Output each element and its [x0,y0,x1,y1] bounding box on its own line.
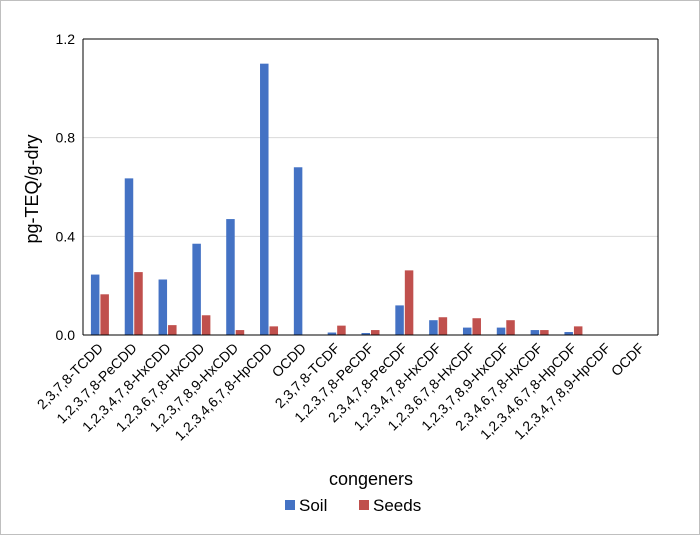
legend-swatch-seeds [359,500,369,510]
bar-seeds-2 [134,272,143,335]
bar-soil-6 [260,64,269,335]
bar-soil-7 [294,167,303,335]
bar-soil-5 [226,219,235,335]
bar-seeds-9 [371,330,380,335]
bar-soil-13 [497,328,506,335]
bar-seeds-8 [337,326,346,335]
x-axis-title: congeners [329,469,413,489]
y-tick-label: 1.2 [56,31,76,47]
axes [83,39,658,335]
bar-soil-10 [395,305,404,335]
y-axis-title: pg-TEQ/g-dry [22,134,42,243]
bar-seeds-15 [574,326,583,335]
x-tick-label: OCDF [608,340,647,379]
y-tick-label: 0.4 [56,228,76,244]
bar-seeds-10 [405,270,414,335]
gridlines [83,39,658,236]
y-tick-labels: 0.0 0.4 0.8 1.2 [56,31,76,343]
y-tick-label: 0.0 [56,327,76,343]
bar-seeds-6 [270,326,279,335]
bar-soil-12 [463,328,472,335]
bar-soil-4 [192,244,201,335]
legend-label-soil: Soil [299,496,327,515]
bar-soil-11 [429,320,438,335]
bar-soil-14 [531,330,540,335]
bar-seeds-5 [236,330,245,335]
x-tick-labels: 2,3,7,8-TCDD1,2,3,7,8-PeCDD1,2,3,4,7,8-H… [34,340,648,444]
bars [91,64,650,335]
legend-label-seeds: Seeds [373,496,421,515]
bar-seeds-3 [168,325,177,335]
bar-seeds-13 [506,320,515,335]
bar-soil-2 [125,178,133,335]
bar-seeds-12 [472,318,481,335]
bar-seeds-1 [100,294,109,335]
y-tick-label: 0.8 [56,130,76,146]
bar-seeds-11 [439,317,448,335]
legend: Soil Seeds [285,496,421,515]
bar-soil-3 [159,280,168,336]
bar-soil-1 [91,275,100,335]
bar-seeds-14 [540,330,549,335]
legend-swatch-soil [285,500,295,510]
bar-seeds-4 [202,315,211,335]
